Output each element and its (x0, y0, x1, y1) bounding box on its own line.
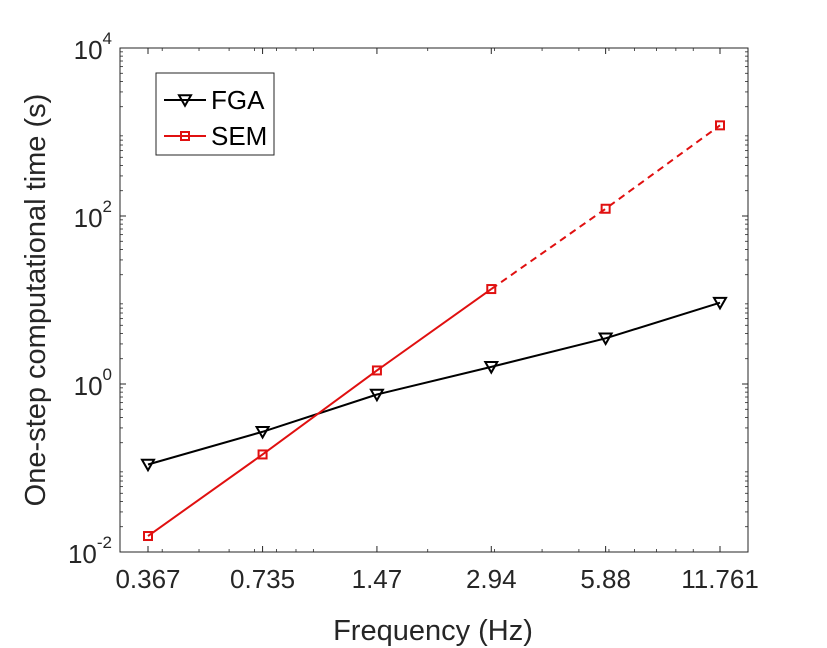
y-tick-label: 104 (74, 29, 112, 65)
series-line-sem (147, 288, 492, 537)
data-point-sem (715, 120, 725, 131)
major-ticks (120, 47, 748, 553)
series-line-fga (147, 301, 721, 466)
legend-marker (180, 131, 190, 141)
data-point-fga (254, 425, 271, 440)
series-line-dashed-sem (490, 124, 721, 290)
x-axis-label: Frequency (Hz) (333, 615, 533, 647)
legend-marker (177, 94, 193, 108)
x-tick-label: 11.761 (681, 564, 759, 594)
x-tick-label: 2.94 (466, 564, 517, 594)
data-point-sem (371, 365, 382, 376)
series-fga (140, 296, 728, 473)
y-axis-label: One-step computational time (s) (20, 94, 52, 507)
x-tick-label: 0.367 (115, 564, 180, 594)
legend-label: FGA (211, 85, 265, 115)
y-tick-label: 102 (74, 197, 112, 233)
y-tick-label: 10-2 (68, 533, 112, 569)
data-point-sem (257, 449, 268, 460)
y-tick-label: 100 (74, 365, 112, 401)
data-point-fga (712, 296, 728, 311)
data-point-fga (597, 332, 614, 347)
x-tick-label: 5.88 (580, 564, 631, 594)
legend-entry-sem: SEM (164, 121, 267, 151)
data-point-sem (486, 284, 497, 295)
data-point-sem (143, 531, 153, 542)
data-point-fga (483, 361, 500, 375)
series-layer (140, 120, 728, 542)
x-tick-labels: 0.367 0.735 1.47 2.94 5.88 11.761 (115, 564, 758, 594)
x-tick-label: 0.735 (230, 564, 295, 594)
series-sem (143, 120, 725, 542)
legend-entry-fga: FGA (164, 85, 265, 115)
data-point-sem (600, 203, 611, 214)
plot-frame (119, 47, 749, 553)
legend-box (155, 72, 275, 156)
data-point-fga (369, 388, 385, 403)
data-point-fga (140, 458, 156, 473)
legend: FGA SEM (155, 72, 275, 156)
y-tick-labels: 10-2 100 102 104 (68, 29, 112, 569)
legend-label: SEM (211, 121, 267, 151)
x-tick-label: 1.47 (352, 564, 403, 594)
